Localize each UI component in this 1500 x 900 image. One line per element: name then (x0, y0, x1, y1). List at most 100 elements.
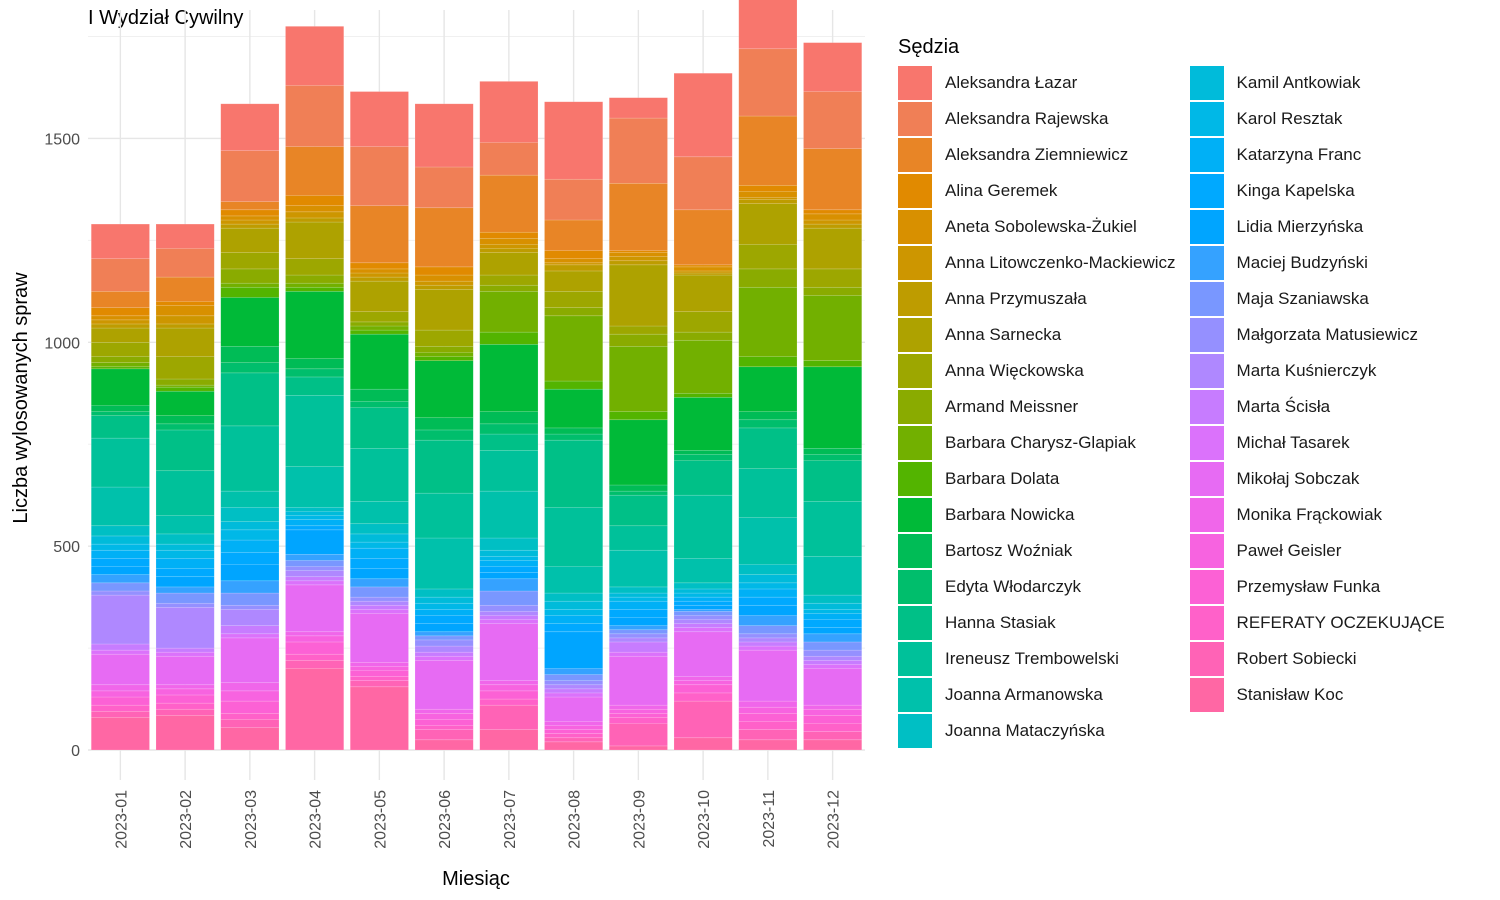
bar-segment (544, 725, 604, 730)
bar-segment (285, 376, 345, 396)
bar-segment (285, 291, 345, 359)
bar-segment (803, 619, 863, 628)
bar-segment (414, 713, 474, 720)
bar-segment (803, 731, 863, 741)
bar-segment (285, 584, 345, 633)
bar-segment (608, 592, 668, 598)
bar-segment (738, 197, 798, 200)
legend-label: REFERATY OCZEKUJĄCE (1236, 613, 1445, 632)
legend-label: Maja Szaniawska (1236, 289, 1369, 308)
x-tick-label: 2023-11 (761, 790, 778, 848)
bar-segment (349, 558, 409, 569)
bar-segment (479, 490, 539, 539)
legend-swatch (898, 534, 932, 568)
bar-segment (608, 586, 668, 594)
x-tick-label: 2023-12 (826, 790, 843, 849)
bar-segment (479, 704, 539, 730)
bar-segment (803, 556, 863, 596)
legend-label: Anna Przymuszała (945, 289, 1087, 308)
bar-segment (738, 633, 798, 639)
bar-segment (155, 694, 215, 704)
legend-label: Robert Sobiecki (1236, 649, 1357, 668)
legend-item: Monika Frąckowiak (1189, 497, 1445, 533)
bar-segment (220, 637, 280, 684)
bar-segment (544, 721, 604, 726)
legend-label: Karol Resztak (1236, 109, 1343, 128)
bar-segment (608, 494, 668, 527)
bar-segment (349, 609, 409, 614)
bar-segment (90, 649, 150, 655)
bar-segment (220, 490, 280, 508)
legend-swatch (1189, 354, 1224, 388)
bar-segment (285, 553, 345, 561)
bar-segment (285, 466, 345, 508)
legend-swatch (898, 174, 932, 208)
legend-item: Ireneusz Trembowelski (898, 641, 1176, 677)
bar-segment (349, 205, 409, 264)
bar-segment (544, 696, 604, 722)
bar-segment (608, 717, 668, 724)
bar-segment (544, 737, 604, 743)
bar-segment (608, 264, 668, 327)
bar-segment (479, 244, 539, 249)
bar-segment (544, 688, 604, 694)
y-tick-labels: 0 500 1000 1500 (44, 131, 80, 760)
bar-segment (803, 148, 863, 211)
legend-label: Paweł Geisler (1236, 541, 1342, 560)
bar-segment (673, 604, 733, 610)
legend-swatch (898, 282, 932, 316)
x-tick-label: 2023-10 (696, 790, 713, 849)
bar-segment (90, 543, 150, 551)
bar-segment (608, 333, 668, 347)
bar-segment (414, 280, 474, 286)
bar-segment (349, 596, 409, 602)
bar-segment (608, 651, 668, 657)
bar-segment (155, 423, 215, 431)
legend-swatch (1189, 498, 1224, 532)
bar-segment (479, 611, 539, 616)
bar-segment (285, 211, 345, 219)
bar-segment (220, 713, 280, 720)
legend-swatch (1189, 570, 1224, 604)
legend-item: Anna Więckowska (898, 353, 1176, 389)
bar-segment (349, 325, 409, 331)
bar-segment (608, 325, 668, 335)
bar-segment (155, 305, 215, 317)
bar-segment (155, 301, 215, 306)
bar-segment (155, 323, 215, 329)
bar-segment (220, 727, 280, 751)
bar-segment (738, 244, 798, 270)
legend-label: Mikołaj Sobczak (1236, 469, 1360, 488)
bar-segment (673, 494, 733, 559)
bar-segment (738, 191, 798, 198)
legend-label: Armand Meissner (945, 397, 1079, 416)
bar-segment (414, 352, 474, 357)
bar-segment (544, 733, 604, 739)
bar-segment (673, 331, 733, 341)
legend-label: Ireneusz Trembowelski (945, 649, 1119, 668)
bar-segment (220, 219, 280, 225)
bar-segment (608, 484, 668, 492)
bar-segment (479, 274, 539, 286)
legend-swatch (898, 246, 932, 280)
bar-segment (608, 704, 668, 710)
bar-segment (349, 666, 409, 671)
legend-label: Anna Sarnecka (945, 325, 1062, 344)
bar-segment (220, 215, 280, 221)
bar-segment (414, 660, 474, 710)
bar-segment (155, 390, 215, 416)
bar-segment (90, 411, 150, 416)
bar-segment (608, 708, 668, 714)
bar-segment (220, 592, 280, 606)
bar-segment (738, 115, 798, 186)
bar-segment (738, 185, 798, 192)
bar-segment (90, 323, 150, 329)
legend-item: Stanisław Koc (1189, 677, 1445, 713)
bar-segment (414, 103, 474, 168)
bar-segment (544, 600, 604, 610)
bar-segment (738, 517, 798, 565)
bar-segment (285, 631, 345, 637)
y-tick-label: 1000 (44, 335, 80, 352)
bar-segment (738, 419, 798, 429)
legend-swatch (1189, 426, 1224, 460)
